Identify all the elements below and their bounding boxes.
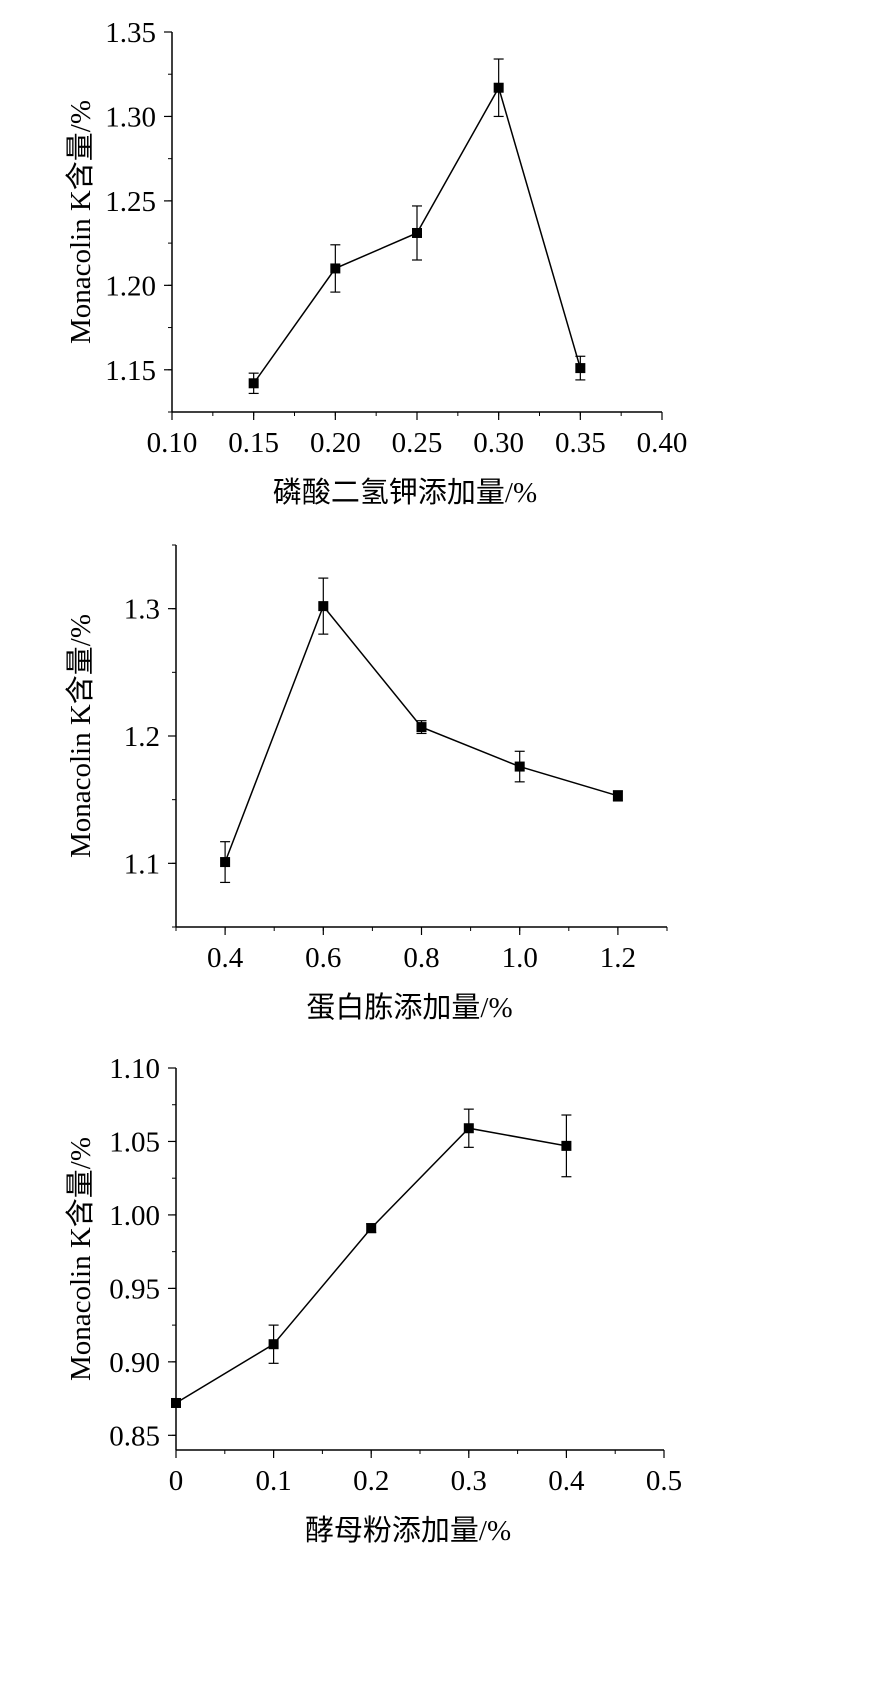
data-point	[366, 1223, 377, 1234]
x-tick-label: 0.35	[555, 427, 606, 459]
data-point	[416, 722, 427, 733]
y-tick-label: 0.85	[109, 1420, 160, 1452]
x-tick-label: 0.2	[353, 1465, 389, 1497]
data-point	[171, 1397, 181, 1408]
x-tick-label: 0.4	[548, 1465, 585, 1497]
x-axis-title: 蛋白胨添加量/%	[306, 991, 512, 1024]
y-tick-label: 1.1	[124, 848, 160, 880]
y-tick-label: 1.05	[109, 1126, 160, 1158]
x-tick-label: 0.8	[403, 942, 439, 974]
x-tick-label: 1.0	[502, 942, 538, 974]
x-tick-label: 0.1	[255, 1465, 291, 1497]
y-tick-label: 1.2	[124, 721, 160, 753]
x-tick-label: 0.10	[147, 427, 198, 459]
y-tick-label: 1.15	[105, 355, 156, 387]
y-tick-label: 1.35	[105, 17, 156, 49]
x-tick-label: 0.40	[637, 427, 688, 459]
y-tick-label: 1.00	[109, 1200, 160, 1232]
data-point	[463, 1123, 474, 1134]
data-point	[318, 601, 329, 612]
x-tick-label: 0.20	[310, 427, 361, 459]
series-line	[224, 604, 619, 863]
data-point	[612, 790, 623, 801]
y-tick-label: 1.3	[124, 594, 160, 626]
series-line	[175, 1127, 567, 1404]
x-tick-label: 1.2	[600, 942, 636, 974]
x-axis-title: 酵母粉添加量/%	[305, 1514, 511, 1547]
data-point	[248, 378, 259, 389]
x-tick-label: 0.25	[392, 427, 443, 459]
y-axis-title: Monacolin K含量/%	[64, 614, 97, 858]
y-axis-title: Monacolin K含量/%	[64, 1137, 97, 1381]
x-tick-label: 0.15	[228, 427, 279, 459]
data-point	[220, 857, 231, 868]
y-tick-label: 0.95	[109, 1273, 160, 1305]
data-point	[412, 227, 422, 238]
chart-2: 0.4 0.6 0.8 1.0 1.2 1.1 1.2 1.3 蛋白胨添加量/% Monacoli…	[64, 544, 668, 1024]
y-tick-label: 1.30	[105, 101, 156, 133]
data-point	[575, 363, 586, 374]
chart-3: 0 0.1 0.2 0.3 0.4 0.5 0.85 0.90 0.95 1.00 1.05 1.10…	[64, 1053, 682, 1547]
data-point	[514, 761, 525, 772]
y-tick-label: 0.90	[109, 1347, 160, 1379]
data-point	[493, 82, 504, 93]
y-tick-label: 1.10	[109, 1053, 160, 1085]
x-axis-title: 磷酸二氢钾添加量/%	[273, 476, 537, 509]
x-tick-label: 0.5	[646, 1465, 682, 1497]
x-tick-label: 0.30	[473, 427, 524, 459]
y-tick-label: 1.25	[105, 186, 156, 218]
x-tick-label: 0.3	[451, 1465, 487, 1497]
y-axis-title: Monacolin K含量/%	[64, 100, 97, 344]
x-tick-label: 0.4	[207, 942, 244, 974]
chart-1: 0.10 0.15 0.20 0.25 0.30 0.35 0.40 1.15 1.20 1.25…	[64, 17, 687, 509]
data-point	[268, 1339, 279, 1350]
x-tick-label: 0.6	[305, 942, 341, 974]
x-tick-label: 0	[169, 1465, 184, 1497]
data-point	[561, 1140, 572, 1151]
data-point	[330, 263, 341, 274]
y-tick-label: 1.20	[105, 270, 156, 302]
